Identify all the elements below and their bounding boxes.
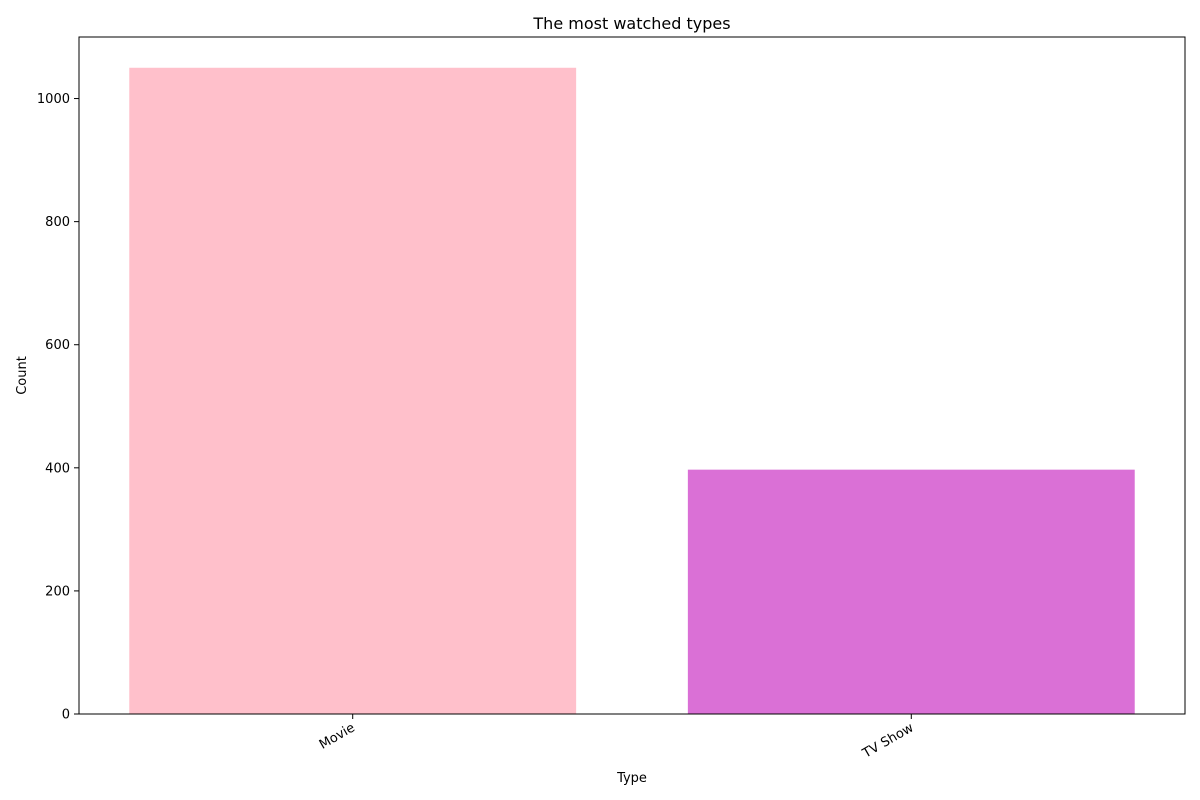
x-tick-label: Movie bbox=[317, 720, 358, 752]
x-axis: Movie TV Show bbox=[317, 714, 917, 762]
bar-tv-show bbox=[687, 469, 1135, 714]
x-tick-label: TV Show bbox=[859, 720, 916, 762]
y-tick-label: 600 bbox=[45, 338, 70, 353]
y-tick-label: 1000 bbox=[37, 92, 70, 107]
y-tick-label: 0 bbox=[62, 708, 70, 723]
bar-movie bbox=[129, 67, 577, 715]
bars-layer bbox=[129, 67, 1135, 715]
chart-title: The most watched types bbox=[532, 14, 730, 33]
y-tick-label: 400 bbox=[45, 461, 70, 476]
plot-frame bbox=[78, 36, 1186, 715]
y-axis: 0 200 400 600 800 1000 bbox=[37, 92, 79, 723]
y-tick-label: 200 bbox=[45, 584, 70, 599]
y-axis-label: Count bbox=[15, 356, 30, 395]
x-axis-label: Type bbox=[616, 771, 647, 786]
y-tick-label: 800 bbox=[45, 215, 70, 230]
